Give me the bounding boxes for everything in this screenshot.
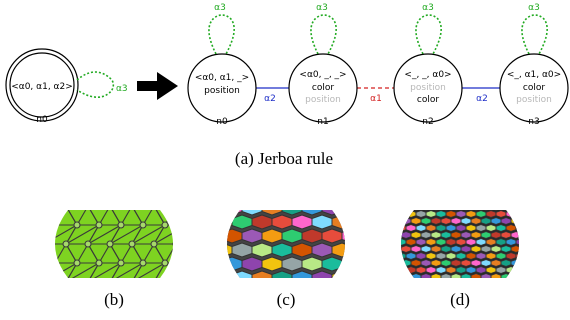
node-label: <_, _, α0> xyxy=(404,70,451,80)
node-id: n2 xyxy=(422,117,433,127)
node-embedding-faded: position xyxy=(305,95,341,105)
caption-d: (d) xyxy=(450,290,470,309)
caption-b: (b) xyxy=(104,290,124,309)
lhs-loop-label: α3 xyxy=(116,84,128,94)
node-embedding-faded: position xyxy=(516,95,552,105)
edge-label: α2 xyxy=(264,94,276,104)
lhs-node-id: n0 xyxy=(36,115,48,125)
node-label: <_, α1, α0> xyxy=(507,70,561,80)
node-embedding: color xyxy=(312,83,334,93)
edge-n0-n1: α2 xyxy=(256,87,290,104)
edge-n1-n2: α1 xyxy=(357,87,394,104)
loop-label: α3 xyxy=(214,3,226,13)
lhs-node-n0: <α0, α1, α2> n0 xyxy=(5,48,79,125)
rhs-node-n0: α3 <α0, α1, _> position n0 xyxy=(187,3,257,127)
edge-label: α2 xyxy=(476,94,488,104)
node-embedding: position xyxy=(204,86,240,96)
node-id: n3 xyxy=(528,117,539,127)
rhs-node-n3: α3 <_, α1, α0> color position n3 xyxy=(499,3,569,127)
lhs-node-label: <α0, α1, α2> xyxy=(11,82,73,92)
alpha3-loop xyxy=(521,14,548,55)
rhs-node-n2: α3 <_, _, α0> position color n2 xyxy=(393,3,463,127)
sphere-b-image xyxy=(55,210,173,278)
loop-label: α3 xyxy=(422,3,434,13)
node-embedding: color xyxy=(523,83,545,93)
lhs-alpha3-loop: α3 xyxy=(76,71,128,98)
sphere-c-image xyxy=(227,210,345,278)
alpha3-loop xyxy=(415,14,442,55)
loop-label: α3 xyxy=(316,3,328,13)
alpha3-loop xyxy=(310,14,337,55)
caption-c: (c) xyxy=(277,290,296,309)
caption-a: (a) Jerboa rule xyxy=(235,149,333,168)
node-embedding-faded: position xyxy=(410,83,446,93)
rewrite-arrow-icon xyxy=(137,72,178,100)
node-id: n0 xyxy=(216,117,228,127)
node-label: <α0, α1, _> xyxy=(195,73,249,83)
loop-label: α3 xyxy=(528,3,540,13)
edge-label: α1 xyxy=(370,94,382,104)
node-id: n1 xyxy=(317,117,328,127)
node-embedding: color xyxy=(417,95,439,105)
rhs-node-n1: α3 <α0, _, _> color position n1 xyxy=(288,3,358,127)
edge-n2-n3: α2 xyxy=(461,87,500,104)
node-label: <α0, _, _> xyxy=(299,70,346,80)
sphere-d-image xyxy=(401,210,519,278)
alpha3-loop xyxy=(208,14,235,55)
